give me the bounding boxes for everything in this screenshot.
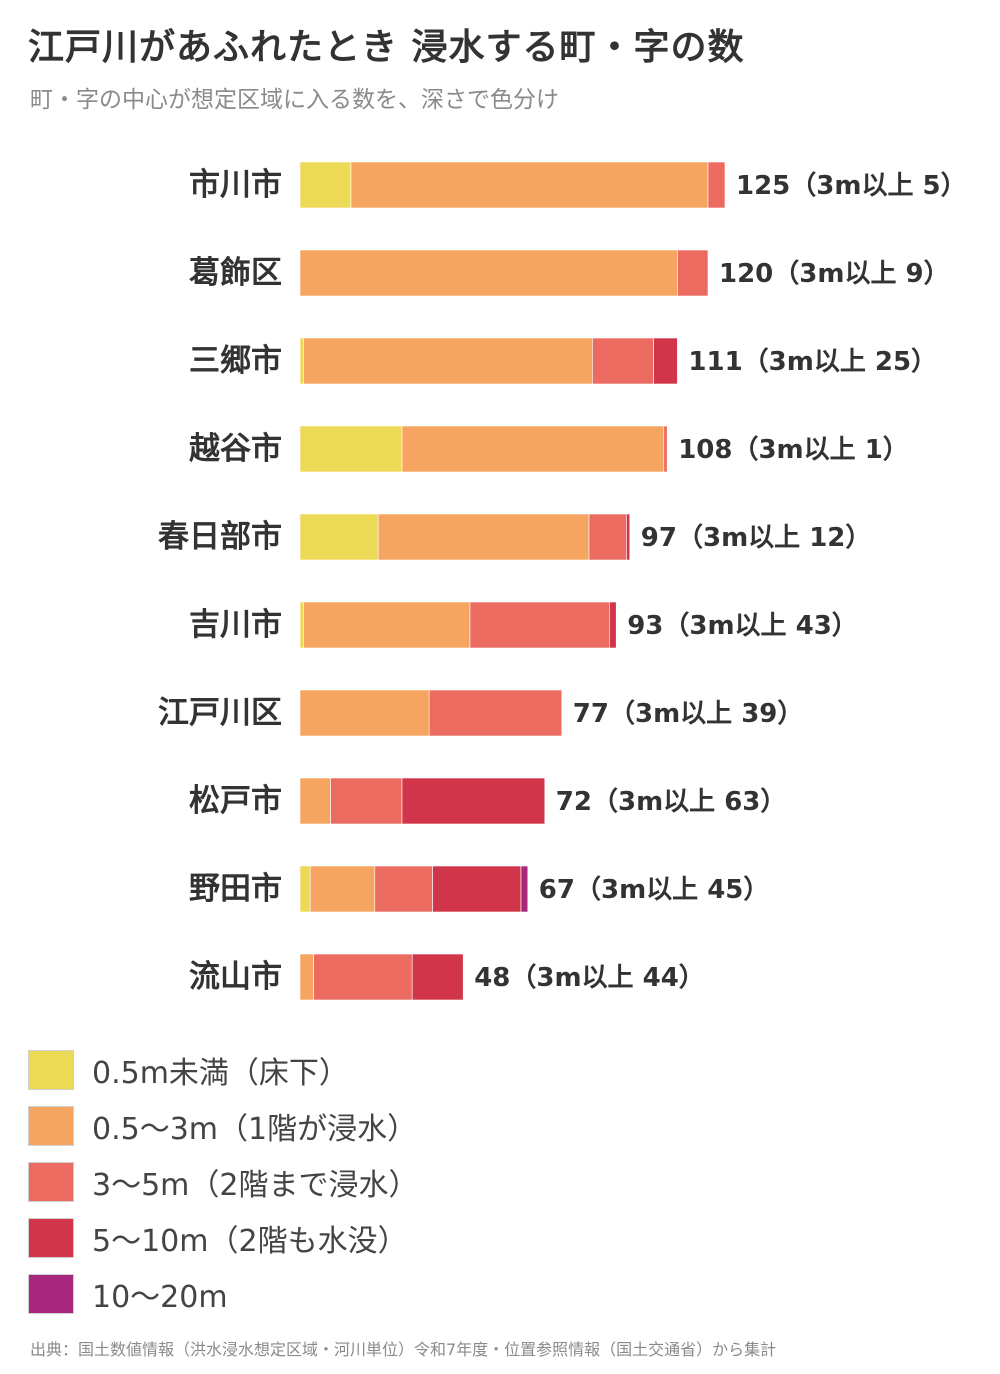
bar-segment xyxy=(303,337,593,385)
legend-swatch xyxy=(28,1106,74,1146)
legend-label: 5～10m（2階も水没） xyxy=(92,1224,408,1259)
value-label: 97（3m以上 12） xyxy=(641,523,872,553)
legend-label: 10～20m xyxy=(92,1280,228,1315)
category-label: 越谷市 xyxy=(189,431,282,467)
bar-segment xyxy=(707,161,726,209)
bar-segment xyxy=(299,953,314,1001)
bar-segment xyxy=(299,161,352,209)
category-label: 吉川市 xyxy=(189,607,282,643)
legend-label: 0.5～3m（1階が浸水） xyxy=(92,1112,418,1147)
legend-item: 0.5m未満（床下） xyxy=(28,1042,418,1098)
bar-segment xyxy=(411,953,464,1001)
category-label: 葛飾区 xyxy=(189,255,282,291)
bar-segment xyxy=(299,601,304,649)
category-label: 市川市 xyxy=(189,167,282,203)
bar-segment xyxy=(592,337,654,385)
legend-item: 5～10m（2階も水没） xyxy=(28,1210,418,1266)
bar-segment xyxy=(663,425,668,473)
bar-segment xyxy=(313,953,413,1001)
bar-segment xyxy=(469,601,610,649)
value-label: 125（3m以上 5） xyxy=(736,171,967,201)
bar-segment xyxy=(299,865,311,913)
bar-segment xyxy=(330,777,403,825)
chart-subtitle: 町・字の中心が想定区域に入る数を、深さで色分け xyxy=(30,87,559,113)
stacked-bar-chart: 市川市 125（3m以上 5） 葛飾区 120（3m以上 9） 三郷市 111（3m以上 … xyxy=(158,161,967,1001)
bar-segment xyxy=(428,689,563,737)
value-label: 67（3m以上 45） xyxy=(539,875,770,905)
value-label: 77（3m以上 39） xyxy=(573,699,804,729)
legend-swatch xyxy=(28,1162,74,1202)
value-label: 48（3m以上 44） xyxy=(474,963,705,993)
legend-label: 3～5m（2階まで浸水） xyxy=(92,1168,419,1203)
bar-segment xyxy=(350,161,709,209)
bar-segment xyxy=(653,337,678,385)
source-note: 出典：国土数値情報（洪水浸水想定区域・河川単位）令和7年度・位置参照情報（国土交… xyxy=(30,1340,777,1359)
legend-item: 3～5m（2階まで浸水） xyxy=(28,1154,418,1210)
legend-item: 0.5～3m（1階が浸水） xyxy=(28,1098,418,1154)
legend-item: 10～20m xyxy=(28,1266,418,1322)
legend-swatch xyxy=(28,1050,74,1090)
value-label: 111（3m以上 25） xyxy=(688,347,937,377)
category-label: 江戸川区 xyxy=(158,695,282,731)
bar-segment xyxy=(299,689,430,737)
bar-segment xyxy=(432,865,522,913)
category-label: 松戸市 xyxy=(189,783,282,819)
bar-segment xyxy=(677,249,709,297)
legend-swatch xyxy=(28,1218,74,1258)
value-label: 108（3m以上 1） xyxy=(678,435,909,465)
bar-segment xyxy=(299,249,678,297)
bar-segment xyxy=(299,425,403,473)
legend-label: 0.5m未満（床下） xyxy=(92,1056,349,1091)
bar-segment xyxy=(299,337,304,385)
bar-segment xyxy=(299,513,379,561)
category-label: 野田市 xyxy=(189,871,282,907)
bar-segment xyxy=(520,865,529,913)
legend-swatch xyxy=(28,1274,74,1314)
bar-segment xyxy=(309,865,376,913)
bar-segment xyxy=(588,513,627,561)
chart-title: 江戸川があふれたとき 浸水する町・字の数 xyxy=(28,27,745,68)
bar-segment xyxy=(401,425,665,473)
bar-segment xyxy=(374,865,433,913)
bar-segment xyxy=(401,777,546,825)
bar-segment xyxy=(299,777,331,825)
category-label: 三郷市 xyxy=(189,343,282,379)
value-label: 72（3m以上 63） xyxy=(556,787,787,817)
bar-segment xyxy=(626,513,631,561)
bar-segment xyxy=(609,601,617,649)
value-label: 120（3m以上 9） xyxy=(719,259,950,289)
legend: 0.5m未満（床下） 0.5～3m（1階が浸水） 3～5m（2階まで浸水） 5～10m… xyxy=(28,1042,418,1322)
category-label: 春日部市 xyxy=(158,519,282,555)
category-label: 流山市 xyxy=(189,959,282,995)
bar-segment xyxy=(303,601,471,649)
value-label: 93（3m以上 43） xyxy=(627,611,858,641)
bar-segment xyxy=(377,513,590,561)
